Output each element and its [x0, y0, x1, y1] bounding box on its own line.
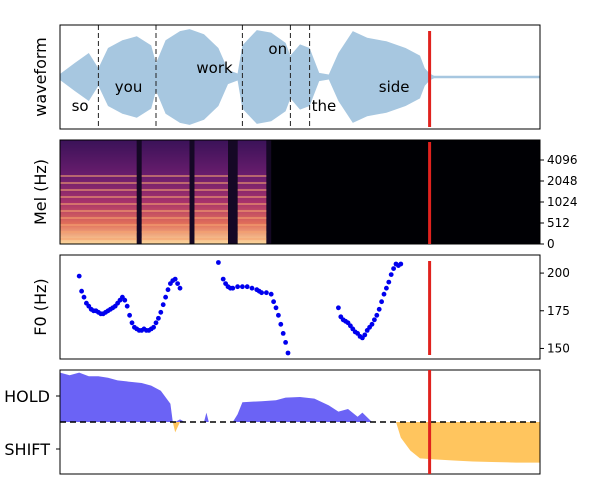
mel-tick-label: 512 [547, 216, 570, 230]
f0-point [127, 312, 132, 318]
mel-harmonics [141, 175, 190, 244]
f0-point [163, 294, 169, 300]
f0-point [216, 260, 221, 265]
f0-point [268, 291, 274, 297]
f0-point [151, 324, 157, 330]
f0-tick-label: 150 [547, 341, 570, 355]
f0-point [220, 276, 226, 282]
f0-panel: 150 175 200 F0 (Hz) [31, 254, 570, 360]
f0-point [244, 284, 250, 290]
waveform-area [60, 29, 540, 125]
mel-tick-label: 1024 [547, 195, 578, 209]
mel-silence [434, 140, 540, 244]
mel-gap [189, 140, 195, 244]
f0-ylabel: F0 (Hz) [31, 278, 50, 335]
f0-point [129, 320, 135, 326]
f0-point [273, 305, 279, 311]
f0-point [230, 285, 236, 291]
f0-point [280, 331, 286, 336]
mel-spectrogram [60, 140, 540, 244]
f0-point [177, 285, 183, 291]
word-label: so [72, 97, 89, 115]
f0-point [379, 299, 384, 305]
mel-gap [136, 140, 142, 244]
mel-harmonics [237, 175, 267, 244]
waveform-ylabel: waveform [31, 37, 50, 117]
f0-point [76, 273, 82, 279]
f0-tick-label: 175 [547, 304, 570, 318]
mel-harmonics [194, 175, 228, 244]
f0-point [376, 306, 382, 312]
hold-area [60, 372, 540, 422]
f0-point [374, 312, 380, 318]
f0-point [398, 261, 404, 267]
waveform-frame [59, 24, 541, 130]
f0-point [156, 315, 161, 321]
f0-point [264, 290, 269, 296]
shift-area [60, 422, 540, 463]
mel-ylabel: Mel (Hz) [31, 159, 50, 225]
mel-tick-label: 0 [547, 237, 555, 251]
f0-point [240, 284, 245, 290]
f0-point [122, 297, 128, 303]
word-label: work [196, 59, 233, 77]
f0-frame [59, 254, 541, 360]
f0-point [271, 299, 276, 305]
mel-frame [59, 139, 541, 245]
f0-point [283, 340, 288, 345]
word-label: the [312, 97, 337, 115]
f0-point [391, 266, 396, 271]
f0-yticks: 150 175 200 [540, 266, 570, 355]
hold-label: HOLD [4, 387, 50, 406]
mel-gap [266, 140, 272, 244]
f0-point [172, 276, 178, 282]
f0-points [76, 260, 404, 356]
f0-point [235, 284, 241, 290]
f0-point [153, 320, 159, 326]
turn-panel: HOLD SHIFT [4, 369, 541, 475]
shift-label: SHIFT [4, 440, 50, 459]
f0-point [175, 281, 181, 286]
turn-frame [59, 369, 541, 475]
word-label: you [115, 78, 143, 96]
mel-tick-label: 4096 [547, 153, 578, 167]
f0-point [160, 302, 166, 308]
mel-harmonics [60, 175, 137, 244]
f0-point [336, 305, 341, 311]
f0-tick-label: 200 [547, 266, 570, 280]
mel-tick-label: 2048 [547, 174, 578, 188]
waveform-panel: so you work on the side waveform [31, 24, 541, 130]
f0-point [79, 288, 84, 294]
word-label: side [379, 78, 410, 96]
f0-point [158, 309, 164, 315]
word-boundaries [97, 25, 540, 129]
f0-point [384, 285, 389, 291]
word-label: on [268, 40, 287, 58]
f0-point [285, 350, 291, 356]
mel-panel: 0 512 1024 2048 4096 Mel (Hz) [31, 139, 578, 251]
mel-gap [228, 140, 238, 244]
f0-point [372, 317, 377, 323]
f0-point [278, 321, 284, 327]
f0-point [276, 312, 281, 318]
f0-point [249, 285, 255, 291]
f0-point [388, 272, 394, 277]
f0-point [362, 332, 368, 338]
f0-point [259, 290, 264, 296]
mel-yticks: 0 512 1024 2048 4096 [540, 153, 578, 251]
word-labels: so you work on the side [72, 40, 410, 115]
f0-point [381, 291, 387, 297]
f0-point [369, 321, 375, 327]
f0-point [165, 287, 171, 293]
f0-point [386, 279, 392, 285]
f0-point [81, 294, 87, 300]
f0-point [124, 303, 130, 309]
